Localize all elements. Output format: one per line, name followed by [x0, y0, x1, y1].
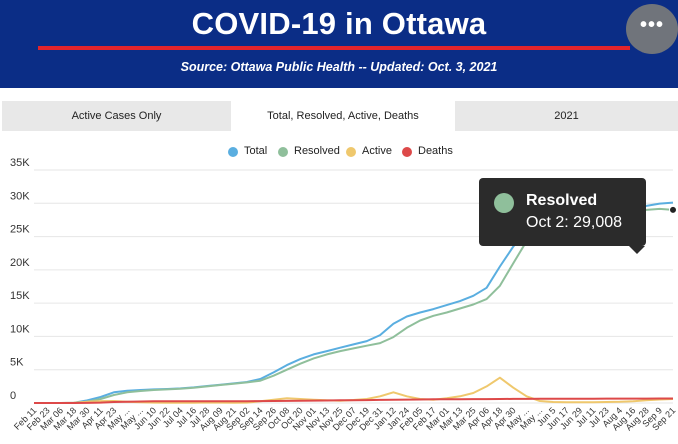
y-tick-label: 10K	[10, 323, 30, 335]
tab-active-cases-only[interactable]: Active Cases Only	[71, 110, 162, 122]
more-options-button[interactable]: •••	[626, 4, 678, 54]
page-title: COVID-19 in Ottawa	[191, 6, 487, 41]
tooltip-value: Oct 2: 29,008	[526, 214, 623, 231]
hover-marker	[669, 205, 677, 214]
page-header: COVID-19 in Ottawa Source: Ottawa Public…	[0, 0, 678, 88]
chart-legend: Total Resolved Active Deaths	[0, 145, 678, 159]
tab-2021[interactable]: 2021	[554, 110, 579, 122]
legend-label: Resolved	[294, 145, 340, 157]
tab-total-resolved-active-deaths[interactable]: Total, Resolved, Active, Deaths	[231, 101, 455, 131]
y-tick-label: 0	[10, 390, 16, 402]
y-tick-label: 35K	[10, 157, 30, 169]
y-tick-label: 5K	[10, 357, 24, 369]
legend-swatch	[346, 147, 356, 157]
y-axis: 0 5K 10K 15K 20K 25K 30K 35K	[10, 157, 30, 402]
source-subtitle: Source: Ottawa Public Health -- Updated:…	[180, 60, 498, 74]
y-tick-label: 20K	[10, 257, 30, 269]
hover-point[interactable]	[669, 205, 677, 214]
y-tick-label: 15K	[10, 290, 30, 302]
legend-swatch	[228, 147, 238, 157]
chart-tabs: Active Cases Only Total, Resolved, Activ…	[2, 101, 678, 131]
legend-label: Deaths	[418, 145, 453, 157]
y-tick-label: 30K	[10, 190, 30, 202]
chart-tooltip: Resolved Oct 2: 29,008	[479, 178, 646, 254]
more-horizontal-icon: •••	[639, 14, 664, 36]
series-line-deaths[interactable]	[34, 397, 673, 404]
legend-swatch	[278, 147, 288, 157]
legend-swatch	[402, 147, 412, 157]
title-underline	[38, 46, 630, 50]
y-tick-label: 25K	[10, 224, 30, 236]
tooltip-series-name: Resolved	[526, 192, 598, 209]
legend-label: Total	[244, 145, 268, 157]
legend-label: Active	[362, 145, 392, 157]
tooltip-swatch	[494, 193, 514, 213]
